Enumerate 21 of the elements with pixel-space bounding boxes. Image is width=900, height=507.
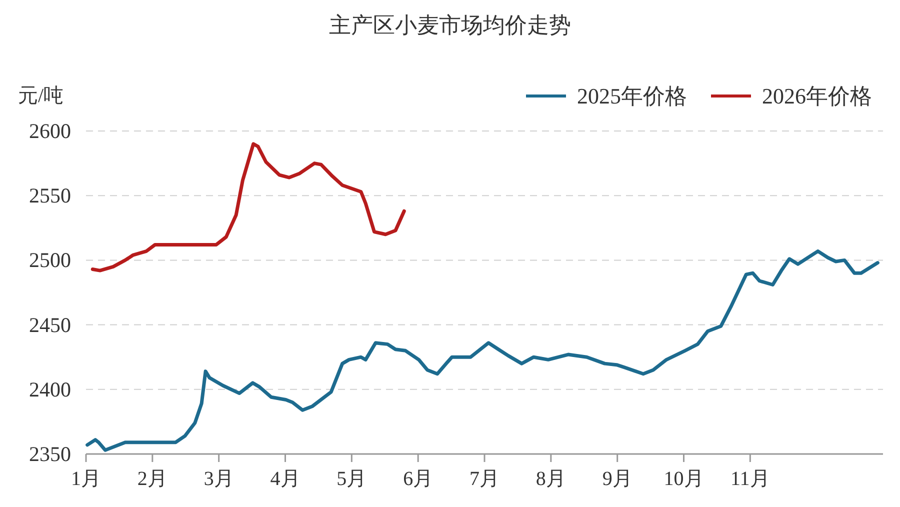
y-tick-label: 2600 [29,119,71,143]
y-tick-label: 2400 [29,377,71,402]
x-tick-label: 7月 [470,468,500,490]
x-tick-label: 3月 [204,468,234,490]
y-tick-label: 2450 [29,312,71,337]
legend-label: 2026年价格 [762,84,872,108]
x-tick-label: 8月 [536,468,566,490]
y-tick-label: 2550 [29,184,71,208]
x-tick-label: 9月 [602,468,632,490]
x-tick-label: 10月 [664,468,704,490]
x-tick-label: 11月 [730,468,770,490]
x-tick-label: 2月 [137,468,168,490]
y-axis-title: 元/吨 [18,85,64,107]
x-tick-label: 4月 [270,468,300,490]
chart-title: 主产区小麦市场均价走势 [329,12,571,38]
y-tick-label: 2350 [29,442,71,466]
x-tick-label: 5月 [336,468,367,490]
x-tick-label: 6月 [403,468,434,490]
x-tick-label: 1月 [71,468,101,490]
y-tick-label: 2500 [29,248,71,272]
legend-label: 2025年价格 [577,84,687,108]
